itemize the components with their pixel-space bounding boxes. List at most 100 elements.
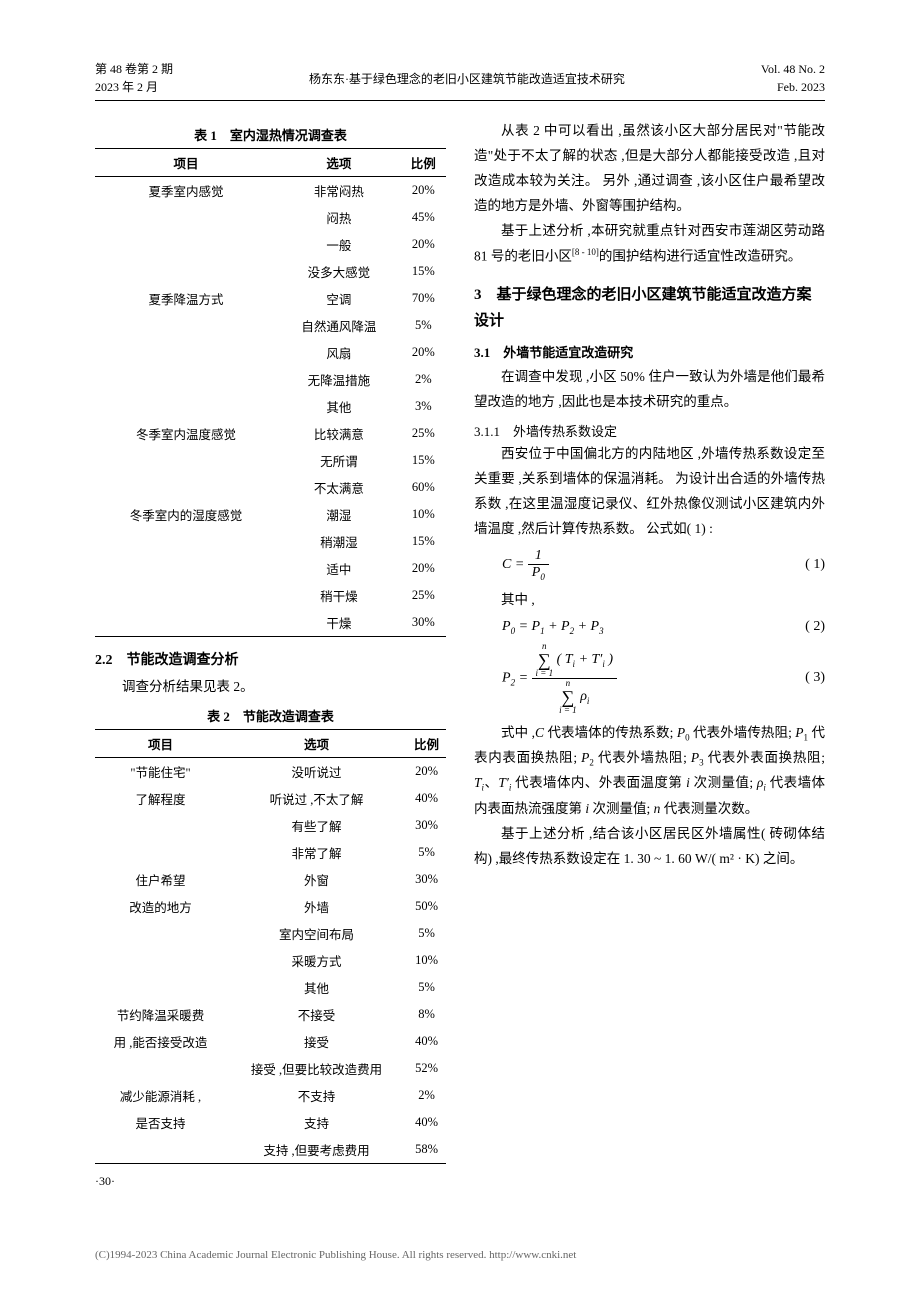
table-cell: 了解程度	[95, 785, 226, 812]
table-row: 冬季室内的湿度感觉潮湿10%	[95, 501, 446, 528]
table-row: 非常了解5%	[95, 839, 446, 866]
table-cell: 3%	[401, 393, 446, 420]
table-cell	[95, 474, 277, 501]
table-cell: 适中	[277, 555, 401, 582]
table-row: 住户希望外窗30%	[95, 866, 446, 893]
sec22-text: 调查分析结果见表 2。	[95, 675, 446, 700]
page-header: 第 48 卷第 2 期 2023 年 2 月 杨东东·基于绿色理念的老旧小区建筑…	[95, 60, 825, 101]
table-cell: 没多大感觉	[277, 258, 401, 285]
header-date-cn: 2023 年 2 月	[95, 78, 173, 96]
table1-caption: 表 1 室内湿热情况调查表	[95, 125, 446, 144]
table-row: 有些了解30%	[95, 812, 446, 839]
table-cell: 夏季室内感觉	[95, 177, 277, 205]
equation-1: C = 1P0 ( 1)	[502, 548, 825, 582]
equation-3: P2 = n∑i = 1 ( Ti + T′i ) n∑i = 1 ρi ( 3…	[502, 642, 825, 715]
table-cell: 不接受	[226, 1001, 407, 1028]
table-row: 适中20%	[95, 555, 446, 582]
right-p1: 从表 2 中可以看出 ,虽然该小区大部分居民对"节能改造"处于不太了解的状态 ,…	[474, 119, 825, 219]
table-cell: 不支持	[226, 1082, 407, 1109]
table-cell: 5%	[407, 974, 446, 1001]
table-cell: 20%	[401, 177, 446, 205]
right-p3: 在调查中发现 ,小区 50% 住户一致认为外墙是他们最希望改造的地方 ,因此也是…	[474, 365, 825, 415]
table-cell: 风扇	[277, 339, 401, 366]
table-row: 无降温措施2%	[95, 366, 446, 393]
table-cell: 30%	[407, 866, 446, 893]
table-cell: 有些了解	[226, 812, 407, 839]
table-cell: 改造的地方	[95, 893, 226, 920]
table-cell: 外窗	[226, 866, 407, 893]
table-cell: 50%	[407, 893, 446, 920]
table-cell: 2%	[401, 366, 446, 393]
table-cell: 60%	[401, 474, 446, 501]
table-cell: 节约降温采暖费	[95, 1001, 226, 1028]
table-cell: 5%	[407, 839, 446, 866]
table-row: 接受 ,但要比较改造费用52%	[95, 1055, 446, 1082]
table-row: 室内空间布局5%	[95, 920, 446, 947]
table-cell: 没听说过	[226, 757, 407, 785]
table-cell: 其他	[277, 393, 401, 420]
table-cell: 接受	[226, 1028, 407, 1055]
table-row: 夏季降温方式空调70%	[95, 285, 446, 312]
table-row: 稍潮湿15%	[95, 528, 446, 555]
table-cell: 10%	[401, 501, 446, 528]
table-cell	[95, 204, 277, 231]
table-cell: 非常闷热	[277, 177, 401, 205]
table-cell	[95, 1136, 226, 1164]
table-row: 了解程度听说过 ,不太了解40%	[95, 785, 446, 812]
table-cell: 20%	[401, 339, 446, 366]
table-cell	[95, 1055, 226, 1082]
table-cell	[95, 812, 226, 839]
right-p4: 西安位于中国偏北方的内陆地区 ,外墙传热系数设定至关重要 ,关系到墙体的保温消耗…	[474, 442, 825, 542]
table-cell: 室内空间布局	[226, 920, 407, 947]
table-cell: 15%	[401, 258, 446, 285]
qizhong: 其中 ,	[474, 588, 825, 613]
table-cell	[95, 339, 277, 366]
table-row: 一般20%	[95, 231, 446, 258]
table-row: 其他5%	[95, 974, 446, 1001]
right-p6: 基于上述分析 ,结合该小区居民区外墙属性( 砖砌体结构) ,最终传热系数设定在 …	[474, 822, 825, 872]
right-column: 从表 2 中可以看出 ,虽然该小区大部分居民对"节能改造"处于不太了解的状态 ,…	[474, 119, 825, 1189]
table-cell: 减少能源消耗 ,	[95, 1082, 226, 1109]
table-cell: 20%	[407, 757, 446, 785]
table1: 项目 选项 比例 夏季室内感觉非常闷热20%闷热45%一般20%没多大感觉15%…	[95, 148, 446, 637]
table-row: 用 ,能否接受改造接受40%	[95, 1028, 446, 1055]
table-row: 减少能源消耗 ,不支持2%	[95, 1082, 446, 1109]
table-cell: 52%	[407, 1055, 446, 1082]
table2-caption: 表 2 节能改造调查表	[95, 706, 446, 725]
table-cell	[95, 366, 277, 393]
table-cell: 5%	[407, 920, 446, 947]
header-title: 杨东东·基于绿色理念的老旧小区建筑节能改造适宜技术研究	[173, 70, 761, 87]
table-cell	[95, 609, 277, 637]
table-cell: 5%	[401, 312, 446, 339]
table2: 项目 选项 比例 "节能住宅"没听说过20%了解程度听说过 ,不太了解40%有些…	[95, 729, 446, 1164]
table-cell: 稍干燥	[277, 582, 401, 609]
left-column: 表 1 室内湿热情况调查表 项目 选项 比例 夏季室内感觉非常闷热20%闷热45…	[95, 119, 446, 1189]
table-cell: 采暖方式	[226, 947, 407, 974]
table-cell: 45%	[401, 204, 446, 231]
table-cell: 比较满意	[277, 420, 401, 447]
table-row: 改造的地方外墙50%	[95, 893, 446, 920]
table-cell	[95, 393, 277, 420]
table-cell: 70%	[401, 285, 446, 312]
table-cell: 40%	[407, 1028, 446, 1055]
table-cell: 25%	[401, 420, 446, 447]
equation-2: P0 = P1 + P2 + P3 ( 2)	[502, 619, 825, 636]
header-vol-en: Vol. 48 No. 2	[761, 60, 825, 78]
header-left: 第 48 卷第 2 期 2023 年 2 月	[95, 60, 173, 96]
table-cell: 接受 ,但要比较改造费用	[226, 1055, 407, 1082]
header-date-en: Feb. 2023	[761, 78, 825, 96]
table-row: 夏季室内感觉非常闷热20%	[95, 177, 446, 205]
right-p5: 式中 ,C 代表墙体的传热系数; P0 代表外墙传热阻; P1 代表内表面换热阻…	[474, 721, 825, 822]
table-cell: 30%	[407, 812, 446, 839]
table-cell: 冬季室内的湿度感觉	[95, 501, 277, 528]
table-row: "节能住宅"没听说过20%	[95, 757, 446, 785]
table-row: 风扇20%	[95, 339, 446, 366]
table-row: 干燥30%	[95, 609, 446, 637]
table-row: 无所谓15%	[95, 447, 446, 474]
table-cell: 自然通风降温	[277, 312, 401, 339]
table-cell	[95, 947, 226, 974]
table2-col2: 比例	[407, 729, 446, 757]
table-cell: 10%	[407, 947, 446, 974]
table-row: 是否支持支持40%	[95, 1109, 446, 1136]
table-cell: 其他	[226, 974, 407, 1001]
